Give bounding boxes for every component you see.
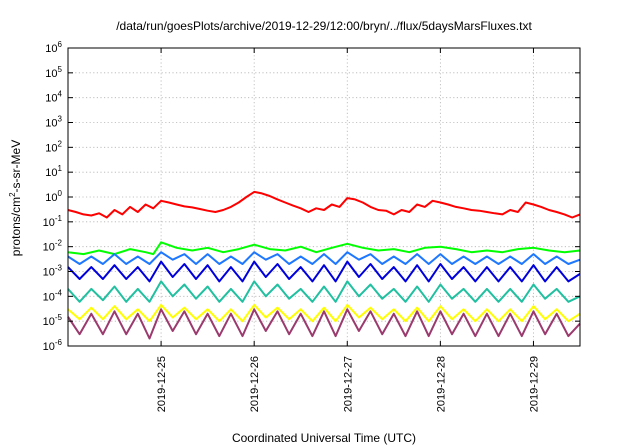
y-tick-label: 102: [45, 139, 62, 154]
y-axis-label-suffix: -s-sr-MeV: [9, 140, 23, 193]
series-line-3: [67, 251, 581, 265]
chart-title: /data/run/goesPlots/archive/2019-12-29/1…: [116, 19, 532, 33]
x-tick-label: 2019-12-29: [528, 356, 540, 412]
y-axis-label-sup: 2: [8, 192, 17, 197]
y-tick-label: 104: [45, 90, 62, 105]
y-axis: 10-6 10-5 10-4 10-3 10-2 10-1 100 101 102 103 104 1…: [43, 40, 580, 353]
series-line-5: [67, 280, 581, 303]
series-layer: [67, 190, 581, 340]
series-line-2: [67, 241, 581, 256]
y-axis-label-prefix: protons/cm: [9, 197, 23, 256]
y-tick-label: 105: [45, 65, 62, 80]
y-tick-label: 10-5: [43, 313, 63, 328]
y-tick-label: 100: [45, 189, 62, 204]
y-tick-label: 10-6: [43, 338, 63, 353]
x-axis-label: Coordinated Universal Time (UTC): [232, 431, 416, 445]
x-tick-label: 2019-12-25: [156, 356, 168, 412]
x-tick-label: 2019-12-28: [435, 356, 447, 412]
y-tick-label: 10-1: [43, 214, 63, 229]
y-tick-label: 106: [45, 40, 62, 55]
y-tick-label: 103: [45, 115, 62, 130]
y-axis-label: protons/cm2-s-sr-MeV: [8, 140, 23, 256]
grid: [68, 48, 580, 346]
y-tick-label: 10-4: [43, 288, 63, 303]
x-axis: 2019-12-25 2019-12-26 2019-12-27 2019-12-28…: [156, 48, 540, 412]
series-line-4: [67, 260, 581, 283]
series-line-7: [67, 308, 581, 340]
y-tick-label: 101: [45, 164, 62, 179]
series-line-6: [67, 303, 581, 323]
y-tick-label: 10-2: [43, 239, 63, 254]
x-tick-label: 2019-12-26: [249, 356, 261, 412]
y-tick-label: 10-3: [43, 264, 63, 279]
x-tick-label: 2019-12-27: [342, 356, 354, 412]
series-line-1: [67, 190, 581, 219]
